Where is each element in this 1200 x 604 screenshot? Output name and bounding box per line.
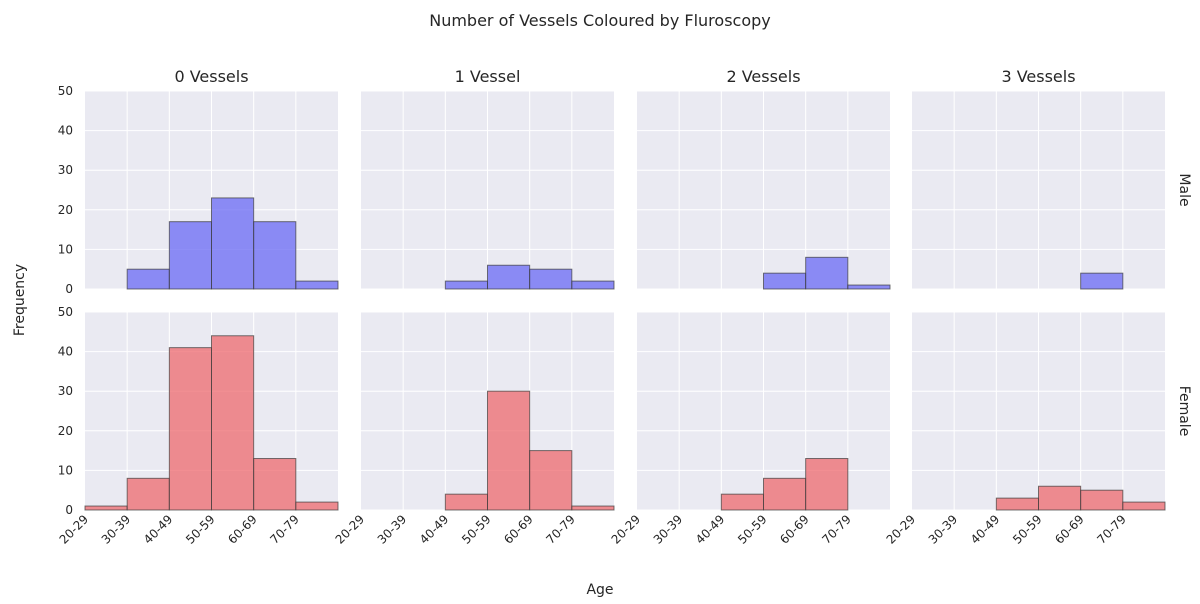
facet-panels: 0 Vessels 0 10 20 30 40 50 1 Vessel 2 Vessels 3 V…	[57, 67, 1192, 547]
bar-female-1-vessel-50-59	[487, 390, 531, 511]
panel-female-1-vessel: 20-29 30-39 40-49 50-59 60-69 70-79	[333, 311, 615, 547]
bar-female-2-vessels-40-49	[720, 493, 764, 511]
x-tick-label: 60-69	[501, 512, 536, 547]
x-tick-label: 40-49	[141, 512, 176, 547]
y-tick-label: 0	[65, 503, 73, 517]
y-tick-label: 20	[58, 203, 73, 217]
y-tick-label: 50	[58, 84, 73, 98]
row-label: Male	[1176, 173, 1192, 206]
bar-male-1-vessel-60-69	[529, 268, 573, 290]
panel-male-0-vessels: 0 Vessels 0 10 20 30 40 50	[58, 67, 339, 296]
x-tick-label: 30-39	[99, 512, 134, 547]
bar-female-0-vessels-50-59	[211, 335, 255, 511]
column-title: 0 Vessels	[174, 67, 248, 86]
bar-female-0-vessels-70-79	[295, 501, 339, 511]
x-tick-label: 60-69	[225, 512, 260, 547]
x-tick-label: 40-49	[693, 512, 728, 547]
x-tick-label: 60-69	[777, 512, 812, 547]
bar-male-1-vessel-40-49	[444, 280, 489, 290]
panel-female-3-vessels: Female 20-29 30-39 40-49 50-59 60-69 70-79	[884, 311, 1192, 547]
x-tick-label: 70-79	[543, 512, 578, 547]
x-tick-label: 40-49	[417, 512, 452, 547]
bar-female-2-vessels-50-59	[763, 477, 807, 511]
bar-female-1-vessel-60-69	[529, 450, 573, 511]
panel-male-2-vessels: 2 Vessels	[637, 67, 891, 290]
x-tick-label: 50-59	[183, 512, 218, 547]
row-label: Female	[1176, 386, 1192, 437]
bar-female-0-vessels-40-49	[168, 347, 212, 511]
y-axis-label: Frequency	[12, 264, 28, 336]
x-tick-label: 70-79	[1094, 512, 1129, 547]
bar-female-1-vessel-70-79	[571, 505, 615, 511]
x-tick-label: 20-29	[884, 512, 919, 547]
bar-male-3-vessels-60-69	[1080, 272, 1124, 290]
x-tick-label: 20-29	[333, 512, 368, 547]
column-title: 2 Vessels	[726, 67, 800, 86]
bar-male-0-vessels-40-49	[168, 221, 212, 290]
x-tick-label: 50-59	[1010, 512, 1045, 547]
x-axis-label: Age	[586, 582, 613, 598]
bar-male-1-vessel-50-59	[487, 264, 531, 290]
bar-male-1-vessel-70-79	[571, 280, 615, 290]
chart-title: Number of Vessels Coloured by Fluroscopy	[429, 11, 771, 30]
bar-female-1-vessel-40-49	[444, 493, 489, 511]
x-tick-label: 70-79	[267, 512, 302, 547]
bar-female-0-vessels-60-69	[253, 458, 297, 511]
y-tick-label: 10	[58, 242, 73, 256]
bar-male-0-vessels-70-79	[295, 280, 339, 290]
y-tick-label: 10	[58, 463, 73, 477]
x-tick-label: 30-39	[375, 512, 410, 547]
bar-female-3-vessels-60-69	[1080, 489, 1124, 511]
bar-female-2-vessels-60-69	[805, 458, 849, 511]
x-tick-label: 40-49	[968, 512, 1003, 547]
y-tick-label: 20	[58, 424, 73, 438]
y-tick-label: 0	[65, 282, 73, 296]
bar-female-3-vessels-50-59	[1038, 485, 1082, 511]
bar-male-0-vessels-30-39	[126, 268, 170, 290]
bar-female-3-vessels-70-79	[1122, 501, 1166, 511]
x-tick-label: 30-39	[651, 512, 686, 547]
x-tick-label: 50-59	[735, 512, 770, 547]
x-tick-label: 60-69	[1052, 512, 1087, 547]
y-tick-label: 40	[58, 345, 73, 359]
x-tick-label: 50-59	[459, 512, 494, 547]
y-tick-label: 30	[58, 384, 73, 398]
bar-male-2-vessels-60-69	[805, 256, 849, 290]
y-tick-label: 30	[58, 163, 73, 177]
column-title: 1 Vessel	[455, 67, 521, 86]
bar-male-0-vessels-50-59	[211, 197, 255, 290]
x-tick-label: 20-29	[609, 512, 644, 547]
bar-female-3-vessels-40-49	[995, 497, 1039, 511]
bar-male-2-vessels-70-79	[847, 284, 891, 290]
bar-female-0-vessels-30-39	[126, 477, 170, 511]
column-title: 3 Vessels	[1001, 67, 1075, 86]
panel-male-3-vessels: 3 Vessels Male	[912, 67, 1192, 290]
x-tick-label: 20-29	[57, 512, 92, 547]
y-tick-label: 50	[58, 305, 73, 319]
x-tick-label: 70-79	[819, 512, 854, 547]
x-tick-label: 30-39	[926, 512, 961, 547]
y-tick-label: 40	[58, 124, 73, 138]
bar-male-2-vessels-50-59	[763, 272, 807, 290]
bar-female-0-vessels-20-29	[84, 505, 128, 511]
panel-female-2-vessels: 20-29 30-39 40-49 50-59 60-69 70-79	[609, 311, 890, 547]
panel-male-1-vessel: 1 Vessel	[361, 67, 615, 290]
panel-female-0-vessels: 0 10 20 30 40 50 20-29 30-39 40-49 50-59 60-69 70-7…	[57, 305, 339, 547]
bar-male-0-vessels-60-69	[253, 221, 297, 290]
